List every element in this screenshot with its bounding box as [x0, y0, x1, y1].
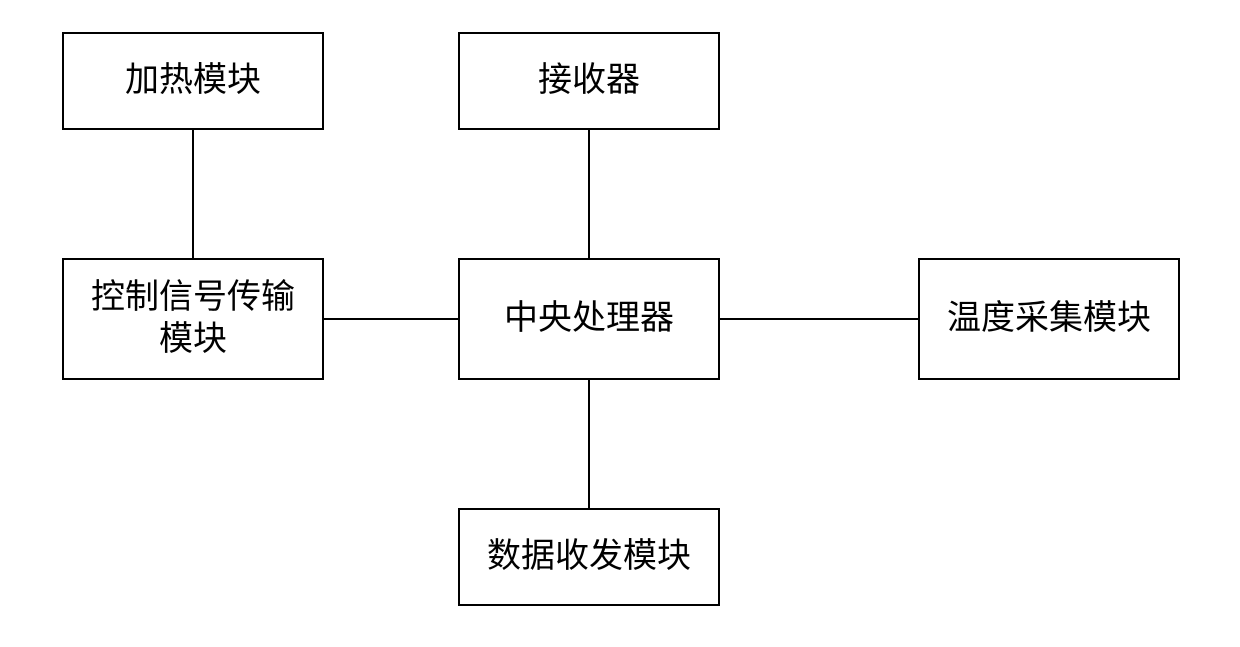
node-label: 温度采集模块: [947, 298, 1151, 341]
edge-cpu-to-temperature: [720, 318, 918, 320]
edge-receiver-to-cpu: [588, 130, 590, 258]
diagram-canvas: 加热模块 接收器 控制信号传输 模块 中央处理器 温度采集模块 数据收发模块: [0, 0, 1240, 647]
edge-heating-to-control: [192, 130, 194, 258]
edge-control-to-cpu: [324, 318, 458, 320]
node-receiver: 接收器: [458, 32, 720, 130]
node-label: 控制信号传输 模块: [91, 277, 295, 362]
node-label: 加热模块: [125, 60, 261, 103]
node-temperature-acquisition-module: 温度采集模块: [918, 258, 1180, 380]
node-label: 中央处理器: [504, 298, 674, 341]
node-central-processor: 中央处理器: [458, 258, 720, 380]
node-control-signal-transmission-module: 控制信号传输 模块: [62, 258, 324, 380]
node-label: 接收器: [538, 60, 640, 103]
node-heating-module: 加热模块: [62, 32, 324, 130]
node-label: 数据收发模块: [487, 536, 691, 579]
edge-cpu-to-data: [588, 380, 590, 508]
node-data-transceiver-module: 数据收发模块: [458, 508, 720, 606]
